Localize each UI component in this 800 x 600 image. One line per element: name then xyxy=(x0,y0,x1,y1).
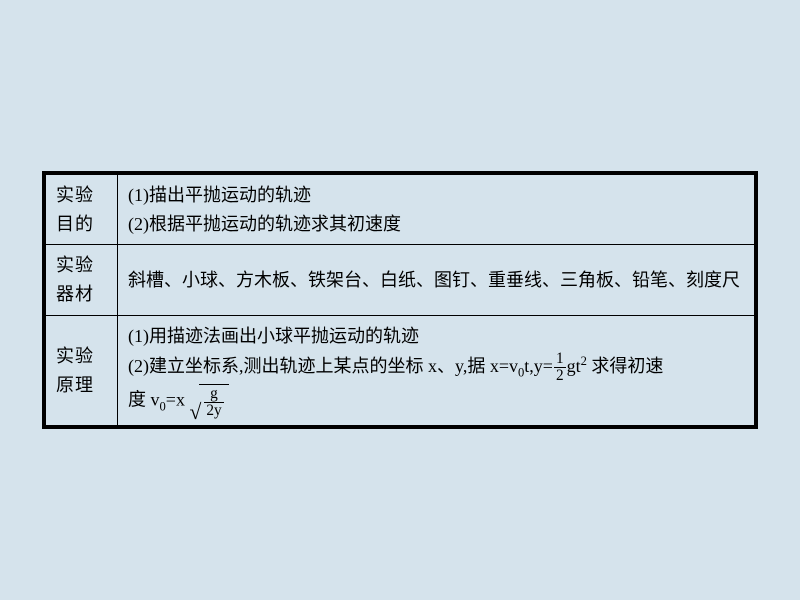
experiment-table: 实验目的 (1)描出平抛运动的轨迹 (2)根据平抛运动的轨迹求其初速度 实验器材… xyxy=(42,171,758,430)
line: (2)建立坐标系,测出轨迹上某点的坐标 x、y,据 x=v0t,y=12gt2 … xyxy=(128,351,744,384)
text: 度 v xyxy=(128,390,160,410)
row-label-apparatus: 实验器材 xyxy=(46,245,118,316)
eq-text: x=v xyxy=(490,356,518,376)
row-content-principle: (1)用描迹法画出小球平抛运动的轨迹 (2)建立坐标系,测出轨迹上某点的坐标 x… xyxy=(118,315,755,425)
eq-text: t, xyxy=(524,356,534,376)
text: (2)建立坐标系,测出轨迹上某点的坐标 x、y,据 xyxy=(128,356,490,376)
row-content-apparatus: 斜槽、小球、方木板、铁架台、白纸、图钉、重垂线、三角板、铅笔、刻度尺 xyxy=(118,245,755,316)
radicand: g 2y xyxy=(199,384,228,419)
row-label-purpose: 实验目的 xyxy=(46,174,118,245)
denominator: 2y xyxy=(204,403,223,419)
numerator: g xyxy=(204,386,223,403)
square-root: √ g 2y xyxy=(189,384,228,419)
eq-text: =x xyxy=(166,390,185,410)
row-content-purpose: (1)描出平抛运动的轨迹 (2)根据平抛运动的轨迹求其初速度 xyxy=(118,174,755,245)
line: (2)根据平抛运动的轨迹求其初速度 xyxy=(128,210,744,239)
line: 度 v0=x √ g 2y xyxy=(128,384,744,419)
line: (1)描出平抛运动的轨迹 xyxy=(128,181,744,210)
denominator: 2 xyxy=(554,368,566,384)
fraction-half: 12 xyxy=(554,351,566,384)
equation-x: x=v0t, xyxy=(490,356,534,376)
table-row: 实验器材 斜槽、小球、方木板、铁架台、白纸、图钉、重垂线、三角板、铅笔、刻度尺 xyxy=(46,245,755,316)
table-row: 实验原理 (1)用描迹法画出小球平抛运动的轨迹 (2)建立坐标系,测出轨迹上某点… xyxy=(46,315,755,425)
line: (1)用描迹法画出小球平抛运动的轨迹 xyxy=(128,322,744,351)
table-row: 实验目的 (1)描出平抛运动的轨迹 (2)根据平抛运动的轨迹求其初速度 xyxy=(46,174,755,245)
radical-icon: √ xyxy=(189,402,201,424)
numerator: 1 xyxy=(554,351,566,368)
eq-text: y= xyxy=(534,356,553,376)
equation-y: y=12gt2 xyxy=(534,356,587,376)
eq-text: gt xyxy=(567,356,581,376)
fraction-g-over-2y: g 2y xyxy=(204,386,223,419)
text: 求得初速 xyxy=(587,356,664,376)
line: 斜槽、小球、方木板、铁架台、白纸、图钉、重垂线、三角板、铅笔、刻度尺 xyxy=(128,266,744,295)
row-label-principle: 实验原理 xyxy=(46,315,118,425)
table: 实验目的 (1)描出平抛运动的轨迹 (2)根据平抛运动的轨迹求其初速度 实验器材… xyxy=(45,174,755,427)
